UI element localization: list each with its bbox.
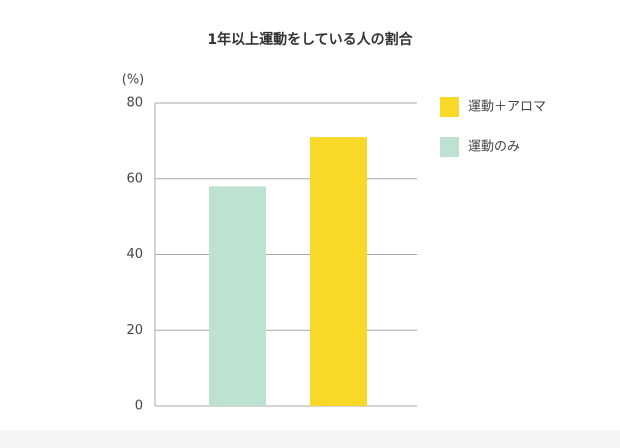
bar — [209, 186, 266, 406]
y-tick-label: 60 — [126, 171, 143, 186]
legend-label: 運動のみ — [468, 140, 520, 155]
y-tick-label: 0 — [135, 399, 143, 414]
bar — [310, 137, 367, 406]
y-tick-label: 20 — [126, 323, 143, 338]
legend-swatch — [440, 137, 459, 157]
y-tick-label: 40 — [126, 247, 143, 262]
legend-swatch — [440, 97, 459, 117]
legend-label: 運動＋アロマ — [468, 100, 546, 115]
y-axis-label: (%) — [122, 73, 145, 88]
chart-title: 1年以上運動をしている人の割合 — [207, 31, 413, 48]
footer-band — [0, 430, 620, 448]
y-tick-label: 80 — [126, 96, 143, 111]
